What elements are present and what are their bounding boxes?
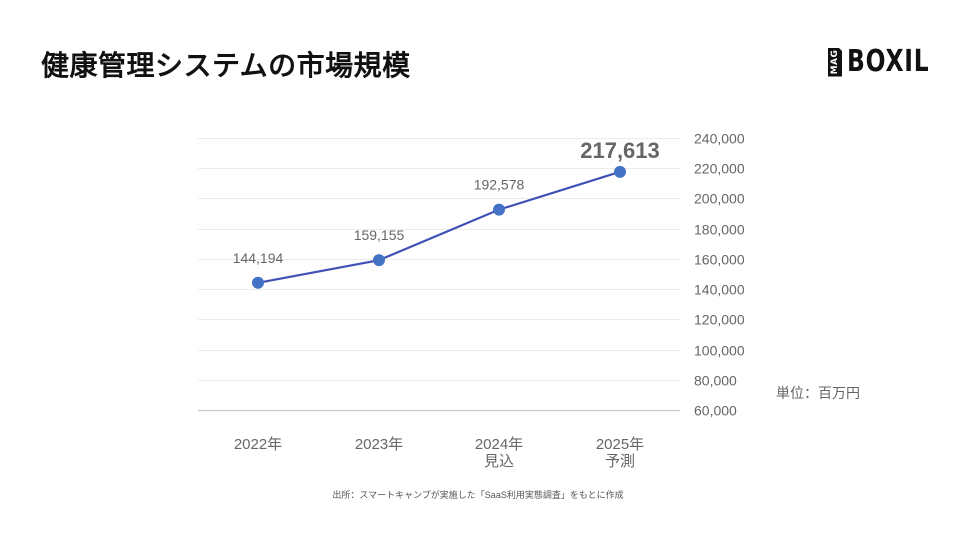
data-point-marker [373,254,385,267]
x-tick-label: 2023年 [355,436,403,453]
data-labels: 144,194 159,155 192,578 217,613 [233,138,660,266]
data-point-marker [252,276,264,289]
gridlines [198,138,680,412]
data-label: 144,194 [233,250,284,266]
mag-badge: MAG [828,47,842,77]
y-tick-label: 220,000 [694,161,745,177]
y-tick-label: 60,000 [694,403,737,419]
y-tick-label: 200,000 [694,191,745,207]
data-markers [252,165,626,289]
data-point-marker [614,165,626,178]
x-tick-label: 2024年 [475,436,523,453]
y-tick-label: 100,000 [694,343,745,359]
x-tick-label: 2025年 [596,436,644,453]
y-tick-label: 80,000 [694,373,737,389]
source-note: 出所：スマートキャンプが実施した「SaaS利用実態調査」をもとに作成 [0,488,960,501]
page-title: 健康管理システムの市場規模 [41,49,411,82]
y-axis-labels: 60,000 80,000 100,000 120,000 140,000 160,000… [694,131,745,419]
y-tick-label: 160,000 [694,252,745,268]
source-note-text: 出所：スマートキャンプが実施した「SaaS利用実態調査」をもとに作成 [332,490,624,500]
y-tick-label: 140,000 [694,282,745,298]
logo-text: BOXIL [847,44,930,79]
x-tick-label: 2022年 [234,436,282,453]
data-label-highlight: 217,613 [580,138,660,163]
data-label: 159,155 [354,227,405,243]
y-tick-label: 240,000 [694,131,745,147]
series-line [257,170,621,284]
data-point-marker [493,203,505,216]
x-tick-label: 予測 [605,453,635,470]
unit-label: 単位：百万円 [776,385,860,401]
boxil-mag-logo: MAG BOXIL [828,47,953,77]
x-tick-label: 見込 [484,453,514,470]
y-tick-label: 180,000 [694,222,745,238]
data-label: 192,578 [474,177,525,193]
y-tick-label: 120,000 [694,312,745,328]
